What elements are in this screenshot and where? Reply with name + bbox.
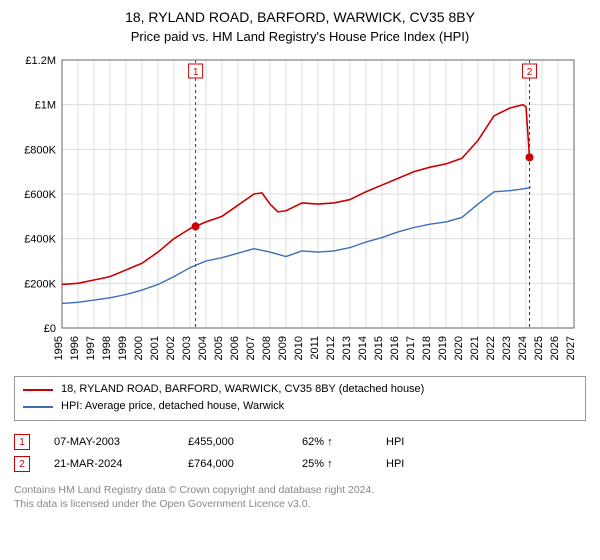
event-date: 07-MAY-2003 <box>54 436 164 448</box>
chart-area: £0 £200K £400K £600K £800K £1M £1.2M 1995 1996 19… <box>14 50 586 370</box>
svg-text:2003: 2003 <box>181 336 193 360</box>
footnote-line: Contains HM Land Registry data © Crown c… <box>14 483 586 497</box>
svg-text:2016: 2016 <box>389 336 401 360</box>
svg-text:2022: 2022 <box>485 336 497 360</box>
svg-text:2007: 2007 <box>245 336 257 360</box>
svg-text:2006: 2006 <box>229 336 241 360</box>
svg-text:2025: 2025 <box>533 336 545 360</box>
svg-text:1997: 1997 <box>85 336 97 360</box>
svg-text:2024: 2024 <box>517 336 529 360</box>
svg-text:£0: £0 <box>44 323 56 335</box>
event-badge: 2 <box>14 456 30 472</box>
event-hpi-label: HPI <box>386 436 404 448</box>
svg-text:2013: 2013 <box>341 336 353 360</box>
legend-label: HPI: Average price, detached house, Warw… <box>61 398 284 416</box>
svg-text:2005: 2005 <box>213 336 225 360</box>
svg-text:2019: 2019 <box>437 336 449 360</box>
svg-text:2012: 2012 <box>325 336 337 360</box>
svg-text:2027: 2027 <box>565 336 577 360</box>
event-pct: 62% ↑ <box>302 436 362 448</box>
legend-swatch <box>23 406 53 408</box>
chart-subtitle: Price paid vs. HM Land Registry's House … <box>14 29 586 44</box>
svg-text:£1.2M: £1.2M <box>25 55 56 67</box>
event-row: 1 07-MAY-2003 £455,000 62% ↑ HPI <box>14 431 586 453</box>
svg-text:£400K: £400K <box>24 234 56 246</box>
svg-text:2018: 2018 <box>421 336 433 360</box>
legend: 18, RYLAND ROAD, BARFORD, WARWICK, CV35 … <box>14 376 586 421</box>
svg-text:£200K: £200K <box>24 278 56 290</box>
event-price: £764,000 <box>188 458 278 470</box>
event-pct: 25% ↑ <box>302 458 362 470</box>
legend-swatch <box>23 389 53 391</box>
svg-text:£600K: £600K <box>24 189 56 201</box>
svg-text:2026: 2026 <box>549 336 561 360</box>
svg-text:2002: 2002 <box>165 336 177 360</box>
svg-text:2000: 2000 <box>133 336 145 360</box>
svg-text:1995: 1995 <box>53 336 65 360</box>
chart-container: 18, RYLAND ROAD, BARFORD, WARWICK, CV35 … <box>0 0 600 560</box>
svg-text:1: 1 <box>193 67 199 78</box>
legend-label: 18, RYLAND ROAD, BARFORD, WARWICK, CV35 … <box>61 381 424 399</box>
event-date: 21-MAR-2024 <box>54 458 164 470</box>
event-row: 2 21-MAR-2024 £764,000 25% ↑ HPI <box>14 453 586 475</box>
legend-item: HPI: Average price, detached house, Warw… <box>23 398 577 416</box>
footnote-line: This data is licensed under the Open Gov… <box>14 497 586 511</box>
svg-text:1999: 1999 <box>117 336 129 360</box>
svg-text:2004: 2004 <box>197 336 209 360</box>
svg-text:2017: 2017 <box>405 336 417 360</box>
svg-text:2021: 2021 <box>469 336 481 360</box>
svg-text:2011: 2011 <box>309 336 321 360</box>
svg-text:2009: 2009 <box>277 336 289 360</box>
svg-text:2015: 2015 <box>373 336 385 360</box>
event-badge: 1 <box>14 434 30 450</box>
svg-text:£800K: £800K <box>24 144 56 156</box>
svg-text:2: 2 <box>527 67 533 78</box>
svg-text:2008: 2008 <box>261 336 273 360</box>
svg-text:2014: 2014 <box>357 336 369 360</box>
svg-text:£1M: £1M <box>35 100 56 112</box>
svg-text:2010: 2010 <box>293 336 305 360</box>
chart-title: 18, RYLAND ROAD, BARFORD, WARWICK, CV35 … <box>14 8 586 27</box>
event-price: £455,000 <box>188 436 278 448</box>
event-hpi-label: HPI <box>386 458 404 470</box>
event-table: 1 07-MAY-2003 £455,000 62% ↑ HPI 2 21-MAR-2024… <box>14 431 586 475</box>
footnote: Contains HM Land Registry data © Crown c… <box>14 483 586 511</box>
svg-text:2020: 2020 <box>453 336 465 360</box>
svg-text:2001: 2001 <box>149 336 161 360</box>
svg-text:1996: 1996 <box>69 336 81 360</box>
legend-item: 18, RYLAND ROAD, BARFORD, WARWICK, CV35 … <box>23 381 577 399</box>
svg-text:2023: 2023 <box>501 336 513 360</box>
line-chart-svg: £0 £200K £400K £600K £800K £1M £1.2M 1995 1996 19… <box>14 50 586 370</box>
svg-text:1998: 1998 <box>101 336 113 360</box>
